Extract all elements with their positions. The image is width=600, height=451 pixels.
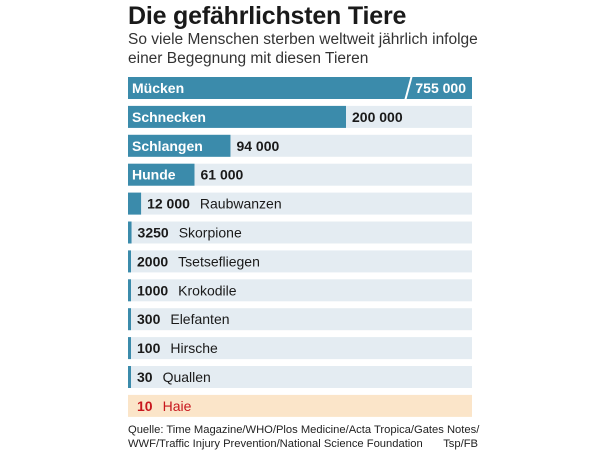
category-label-schnecken: Schnecken: [132, 109, 206, 125]
value-label-quallen: 30: [137, 369, 153, 385]
value-label-hunde: 61 000: [200, 167, 243, 183]
bar-skorpione: [128, 221, 132, 244]
category-label-schlangen: Schlangen: [132, 138, 203, 154]
value-label-raubwanzen: 12 000: [147, 196, 190, 212]
row-label-tsetsefliegen: 2000 Tsetsefliegen: [137, 253, 260, 269]
bar-schnecken: [128, 105, 346, 128]
bar-schlangen: [128, 134, 231, 157]
bar-hunde: [128, 163, 195, 186]
bar-muecken: [128, 77, 472, 99]
category-label-hunde: Hunde: [132, 167, 176, 183]
bar-elefanten: [128, 308, 131, 331]
value-label-hirsche: 100: [137, 340, 161, 356]
track-haie: [128, 394, 472, 417]
track-elefanten: [128, 308, 472, 331]
value-label-haie: 10: [137, 398, 153, 414]
value-label-schnecken: 200 000: [352, 109, 403, 125]
chart-title: Die gefährlichsten Tiere: [128, 2, 407, 30]
value-label-elefanten: 300: [137, 311, 161, 327]
row-label-quallen: 30 Quallen: [137, 369, 211, 385]
track-raubwanzen: [128, 192, 472, 215]
category-label-haie: Haie: [163, 398, 192, 414]
value-label-tsetsefliegen: 2000: [137, 253, 168, 269]
category-label-skorpione: Skorpione: [179, 225, 242, 241]
value-label-muecken: 755 000: [415, 80, 466, 96]
source-credit: Tsp/FB: [443, 438, 478, 450]
track-tsetsefliegen: [128, 250, 472, 273]
row-label-skorpione: 3250 Skorpione: [138, 225, 242, 241]
track-quallen: [128, 366, 472, 388]
bar-hirsche: [128, 337, 131, 360]
category-label-hirsche: Hirsche: [170, 340, 218, 356]
row-label-krokodile: 1000 Krokodile: [137, 282, 237, 298]
category-label-quallen: Quallen: [163, 369, 211, 385]
row-label-hirsche: 100 Hirsche: [137, 340, 218, 356]
category-label-raubwanzen: Raubwanzen: [200, 196, 282, 212]
source-line-1: Quelle: Time Magazine/WHO/Plos Medicine/…: [128, 424, 480, 436]
bar-tsetsefliegen: [128, 250, 131, 273]
bar-krokodile: [128, 279, 131, 302]
scale-break-muecken: [404, 74, 413, 102]
category-label-tsetsefliegen: Tsetsefliegen: [178, 253, 260, 269]
category-label-muecken: Mücken: [132, 80, 184, 96]
track-skorpione: [128, 221, 472, 244]
category-label-elefanten: Elefanten: [170, 311, 229, 327]
bar-quallen: [128, 366, 131, 388]
category-label-krokodile: Krokodile: [178, 282, 237, 298]
value-label-krokodile: 1000: [137, 282, 168, 298]
source-note: Quelle: Time Magazine/WHO/Plos Medicine/…: [128, 423, 480, 451]
row-label-raubwanzen: 12 000 Raubwanzen: [147, 196, 282, 212]
row-label-elefanten: 300 Elefanten: [137, 311, 230, 327]
value-label-schlangen: 94 000: [236, 138, 279, 154]
track-krokodile: [128, 279, 472, 302]
chart-subtitle: So viele Menschen sterben weltweit jährl…: [128, 31, 478, 67]
value-label-skorpione: 3250: [138, 225, 169, 241]
track-hirsche: [128, 337, 472, 360]
track-hunde: [128, 163, 472, 186]
source-line-2: WWF/Traffic Injury Prevention/National S…: [128, 438, 423, 450]
bar-raubwanzen: [128, 192, 142, 215]
row-label-haie: 10 Haie: [137, 398, 192, 414]
